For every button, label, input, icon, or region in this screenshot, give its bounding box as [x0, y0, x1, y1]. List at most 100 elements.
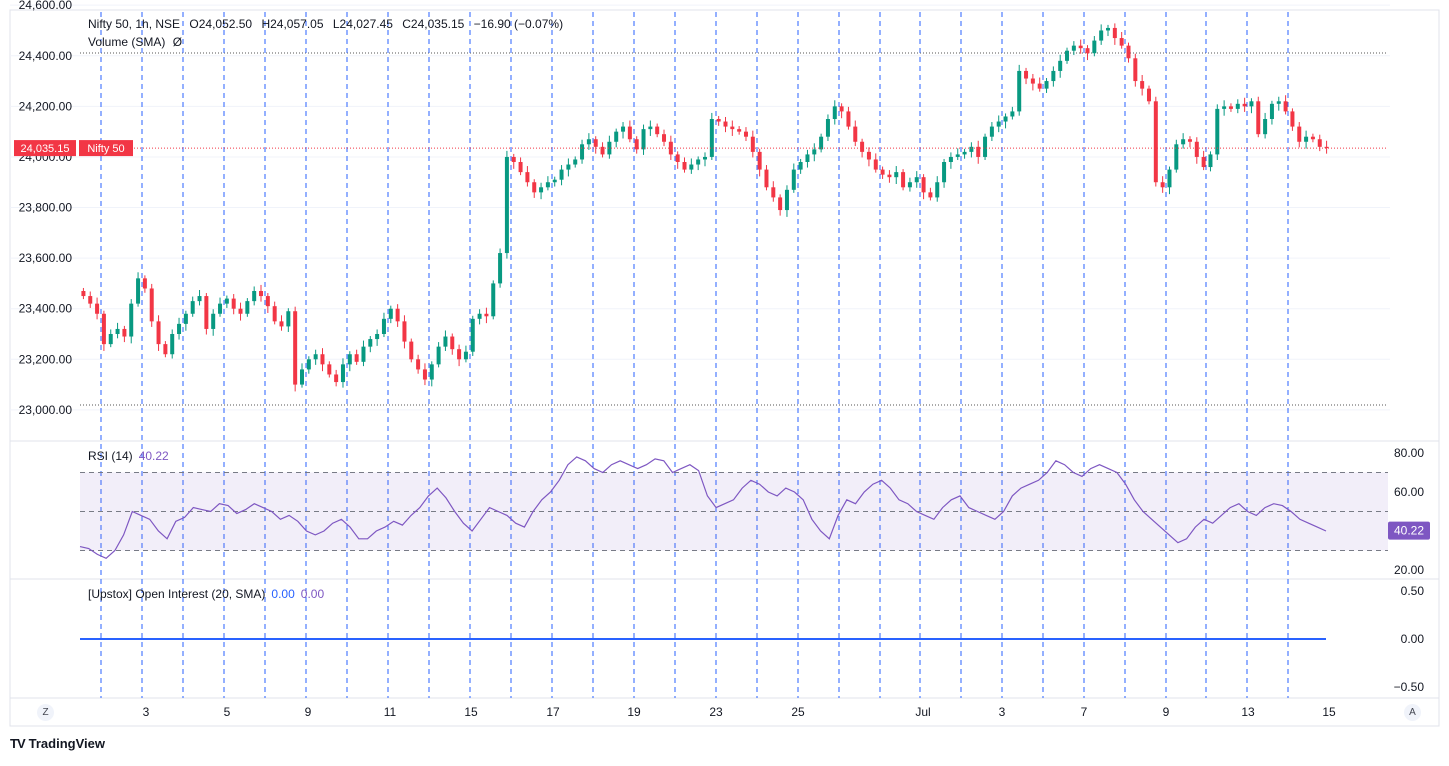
candle-body — [156, 321, 161, 345]
candle-body — [327, 364, 332, 375]
oi-value-1: 0.00 — [271, 587, 295, 601]
rsi-tag-bg — [1388, 521, 1430, 540]
outer-border — [9, 9, 1440, 727]
oi-value-2: 0.00 — [300, 587, 325, 601]
candle-body — [299, 369, 304, 385]
candle-body — [839, 106, 844, 112]
candle-body — [1290, 111, 1295, 127]
candle-body — [539, 187, 544, 193]
candle-body — [375, 334, 380, 340]
candle-body — [368, 339, 373, 347]
candle-body — [279, 321, 284, 327]
candle-body — [1092, 40, 1097, 54]
candle-body — [764, 169, 769, 188]
candle-body — [983, 136, 988, 157]
candle-body — [907, 182, 912, 188]
rsi-legend[interactable]: RSI (14) 40.22 — [88, 449, 169, 463]
candle-body — [347, 354, 352, 365]
candle-body — [593, 139, 598, 147]
candle-body — [1146, 88, 1151, 102]
candle-body — [621, 126, 626, 132]
candle-body — [682, 162, 687, 170]
candle-body — [648, 126, 653, 130]
candle-body — [1051, 70, 1056, 82]
price-tick-label: 23,800.00 — [19, 201, 73, 215]
candle-body — [552, 179, 557, 183]
candle-body — [1085, 48, 1090, 54]
candle-body — [901, 172, 906, 188]
candle-body — [1030, 78, 1035, 84]
candle-body — [921, 177, 926, 193]
time-tick-label: 15 — [1322, 705, 1336, 719]
price-tick-label: 23,200.00 — [19, 352, 73, 366]
candle-body — [463, 351, 468, 360]
candle-body — [586, 139, 591, 145]
session-breaks — [100, 12, 1289, 698]
candle-body — [812, 149, 817, 155]
candle-body — [88, 296, 93, 304]
oi-tick-label: 0.50 — [1401, 584, 1425, 598]
candle-body — [1167, 169, 1172, 188]
candle-body — [170, 334, 175, 355]
candle-body — [115, 328, 120, 334]
candle-body — [1058, 60, 1063, 71]
time-axis[interactable]: 3 5 9 11 15 17 19 23 25 Jul 3 7 9 13 15 — [143, 705, 1336, 719]
candle-body — [313, 354, 318, 360]
candle-body — [873, 159, 878, 170]
price-tick-label: 24,400.00 — [19, 49, 73, 63]
candle-body — [1112, 27, 1117, 39]
candle-body — [962, 151, 967, 155]
candle-body — [641, 129, 646, 150]
candle-body — [265, 296, 270, 307]
candle-body — [1269, 103, 1274, 119]
candle-body — [361, 346, 366, 362]
grid-lines — [9, 4, 1440, 727]
candle-body — [1153, 101, 1158, 183]
candle-body — [559, 169, 564, 180]
oi-legend[interactable]: [Upstox] Open Interest (20, SMA) 0.00 0.00 — [88, 587, 324, 601]
candle-body — [1160, 182, 1165, 188]
symbol-title[interactable]: Nifty 50, 1h, NSE — [88, 17, 181, 31]
candle-body — [122, 328, 127, 337]
candle-body — [183, 313, 188, 324]
candle-body — [1215, 108, 1220, 155]
candle-body — [675, 154, 680, 162]
time-tick-label: 11 — [384, 705, 397, 719]
eye-slash-icon[interactable]: Ø — [172, 35, 183, 49]
timezone-button[interactable]: Z — [37, 704, 54, 721]
candle-body — [853, 126, 858, 142]
candle-body — [716, 119, 721, 122]
candle-body — [395, 308, 400, 322]
rsi-tick-label: 80.00 — [1394, 446, 1424, 460]
auto-scale-button[interactable]: A — [1404, 704, 1421, 721]
candle-body — [197, 296, 202, 302]
candle-body — [1126, 45, 1131, 59]
open-value: O24,052.50 — [189, 17, 253, 31]
candle-body — [655, 126, 660, 135]
symbol-tag-bg — [79, 140, 133, 157]
candle-body — [108, 334, 113, 345]
candle-body — [402, 321, 407, 342]
price-axis[interactable]: 24,600.0024,400.0024,200.0024,000.0023,8… — [14, 0, 1430, 694]
candle-body — [1235, 103, 1240, 109]
oi-tick-label: −0.50 — [1394, 680, 1425, 694]
symbol-tag: Nifty 50 — [87, 143, 124, 155]
time-tick-label: 23 — [709, 705, 723, 719]
candle-body — [750, 136, 755, 152]
time-tick-label: Jul — [915, 705, 930, 719]
candle-body — [136, 278, 141, 304]
candle-body — [723, 121, 728, 127]
candle-body — [614, 131, 619, 142]
candle-body — [1276, 101, 1281, 104]
candle-body — [1106, 27, 1111, 31]
candle-body — [511, 156, 516, 162]
price-tick-label: 24,200.00 — [19, 99, 73, 113]
tradingview-logo[interactable]: TV TradingView — [10, 736, 105, 751]
time-tick-label: 19 — [627, 705, 641, 719]
candle-body — [1133, 58, 1138, 82]
close-value: C24,035.15 — [402, 17, 465, 31]
volume-legend[interactable]: Volume (SMA) Ø — [88, 35, 182, 49]
time-tick-label: 17 — [546, 705, 560, 719]
candle-body — [730, 126, 735, 130]
